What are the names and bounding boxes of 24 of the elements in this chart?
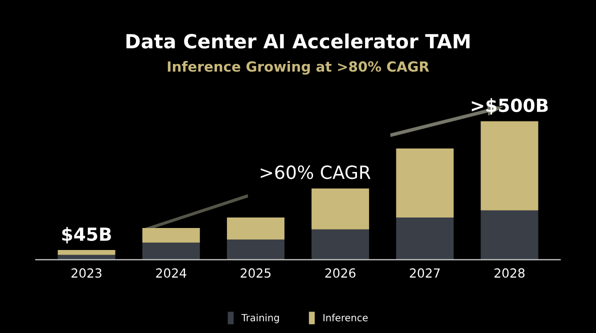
bar: [396, 217, 454, 260]
chart-subtitle: Inference Growing at >80% CAGR: [168, 61, 430, 75]
x-tick-label: 2025: [240, 268, 271, 278]
x-tick-label: 2024: [156, 268, 186, 278]
bar: [226, 240, 284, 260]
bar: [142, 242, 200, 260]
x-tick-label: 2027: [410, 268, 440, 278]
x-tick-label: 2028: [494, 268, 525, 278]
bar: [226, 217, 284, 240]
bar: [396, 148, 454, 218]
bar: [312, 229, 370, 260]
bar: [58, 250, 116, 255]
legend-label: Inference: [323, 314, 368, 322]
x-tick-label: 2026: [325, 268, 356, 278]
bar: [142, 228, 200, 243]
legend-label: Training: [241, 314, 279, 324]
bar: [480, 121, 538, 210]
annotation: >$500B: [472, 98, 548, 115]
bar: [480, 210, 538, 260]
annotation: $45B: [62, 227, 111, 244]
bar: [312, 188, 370, 230]
x-tick-label: 2023: [72, 268, 102, 278]
annotation: >60% CAGR: [260, 165, 370, 180]
chart-title: Data Center AI Accelerator TAM: [126, 34, 470, 49]
